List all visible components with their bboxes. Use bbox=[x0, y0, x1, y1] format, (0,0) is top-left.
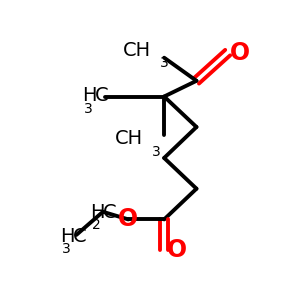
Text: C: C bbox=[103, 203, 117, 222]
Text: CH: CH bbox=[115, 129, 143, 148]
Text: O: O bbox=[230, 40, 250, 64]
Text: C: C bbox=[73, 227, 86, 246]
Text: 3: 3 bbox=[62, 242, 71, 256]
Text: H: H bbox=[82, 86, 97, 105]
Text: 2: 2 bbox=[92, 218, 101, 233]
Text: O: O bbox=[118, 207, 138, 231]
Text: CH: CH bbox=[123, 41, 152, 60]
Text: C: C bbox=[95, 86, 109, 105]
Text: 3: 3 bbox=[160, 56, 169, 70]
Text: H: H bbox=[90, 203, 105, 222]
Text: 3: 3 bbox=[84, 102, 93, 116]
Text: H: H bbox=[60, 227, 75, 246]
Text: 3: 3 bbox=[152, 145, 161, 159]
Text: O: O bbox=[167, 238, 187, 262]
